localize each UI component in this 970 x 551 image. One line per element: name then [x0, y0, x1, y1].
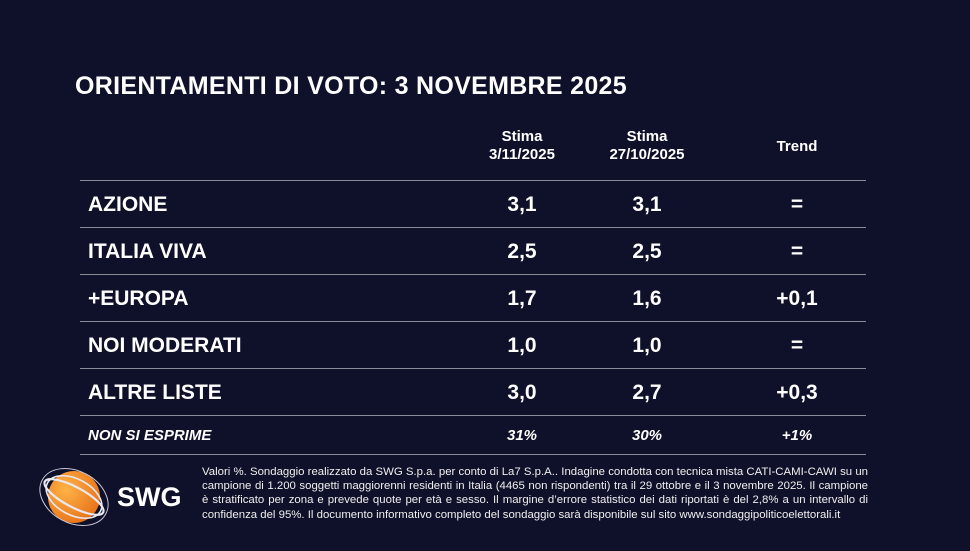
trend-value: +0,1: [776, 287, 818, 310]
current-value: 2,5: [507, 240, 537, 263]
party-name: AZIONE: [88, 193, 168, 216]
trend-value: +0,3: [776, 381, 818, 404]
current-value: 1,7: [507, 287, 537, 310]
methodology-note: Valori %. Sondaggio realizzato da SWG S.…: [202, 466, 868, 521]
previous-value: 30%: [631, 427, 663, 444]
swg-logo-text: SWG: [117, 482, 182, 512]
trend-value: =: [790, 193, 804, 216]
previous-value: 1,6: [632, 287, 662, 310]
current-value: 3,0: [507, 381, 537, 404]
header-date: 3/11/2025: [489, 146, 555, 163]
previous-value: 2,7: [632, 381, 662, 404]
table-row: +EUROPA 1,7 1,6 +0,1: [80, 274, 866, 321]
party-name: ALTRE LISTE: [88, 381, 222, 404]
party-name: +EUROPA: [88, 287, 189, 310]
column-header-trend: Trend: [727, 138, 867, 156]
previous-value: 2,5: [632, 240, 662, 263]
current-value: 3,1: [507, 193, 537, 216]
trend-value: +1%: [781, 427, 813, 444]
column-header-previous: Stima 27/10/2025: [577, 128, 717, 164]
party-name: ITALIA VIVA: [88, 240, 207, 263]
table-row: NOI MODERATI 1,0 1,0 =: [80, 321, 866, 368]
table-row: AZIONE 3,1 3,1 =: [80, 180, 866, 227]
current-value: 31%: [506, 427, 538, 444]
party-name: NOI MODERATI: [88, 334, 242, 357]
previous-value: 1,0: [632, 334, 662, 357]
header-line: Trend: [776, 138, 818, 155]
header-date: 27/10/2025: [609, 146, 685, 163]
header-line: Stima: [501, 128, 543, 145]
table-row: ALTRE LISTE 3,0 2,7 +0,3: [80, 368, 866, 415]
trend-value: =: [790, 334, 804, 357]
previous-value: 3,1: [632, 193, 662, 216]
swg-globe-icon: [39, 467, 109, 527]
party-name: NON SI ESPRIME: [88, 427, 212, 444]
current-value: 1,0: [507, 334, 537, 357]
poll-table: AZIONE 3,1 3,1 = ITALIA VIVA 2,5 2,5 = +…: [80, 180, 866, 455]
table-row-abstain: NON SI ESPRIME 31% 30% +1%: [80, 415, 866, 455]
trend-value: =: [790, 240, 804, 263]
page-title: ORIENTAMENTI DI VOTO: 3 NOVEMBRE 2025: [75, 72, 627, 100]
header-line: Stima: [626, 128, 668, 145]
table-row: ITALIA VIVA 2,5 2,5 =: [80, 227, 866, 274]
column-header-current: Stima 3/11/2025: [452, 128, 592, 164]
